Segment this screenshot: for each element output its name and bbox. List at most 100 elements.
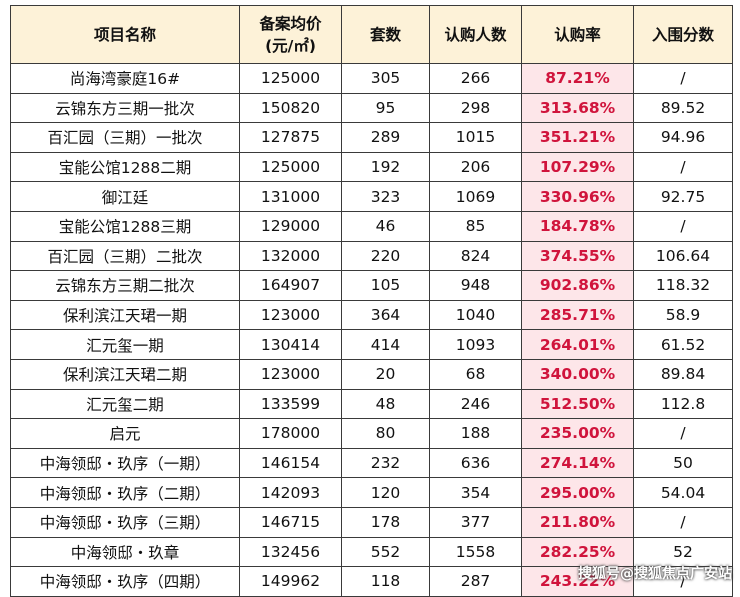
cell-avg-price: 146154	[239, 447, 342, 479]
cell-units: 120	[341, 477, 430, 508]
cell-project-name: 保利滨江天珺一期	[10, 299, 240, 331]
cell-subscribers: 287	[429, 566, 522, 597]
cell-subscription-rate: 512.50%	[521, 388, 634, 420]
cell-avg-price: 164907	[239, 270, 342, 301]
cell-avg-price: 123000	[239, 299, 342, 331]
cell-subscribers: 1558	[429, 536, 522, 568]
cell-cutoff-score: /	[633, 418, 733, 449]
cell-units: 220	[341, 240, 430, 272]
cell-project-name: 启元	[10, 418, 240, 449]
table-row: 宝能公馆1288二期 125000 192 206 107.29% /	[10, 151, 733, 183]
cell-units: 95	[341, 92, 430, 124]
header-project-name: 项目名称	[10, 5, 240, 64]
cell-units: 414	[341, 329, 430, 360]
cell-units: 105	[341, 270, 430, 301]
cell-units: 20	[341, 358, 430, 390]
cell-subscription-rate: 902.86%	[521, 270, 634, 301]
header-subscription-rate: 认购率	[521, 5, 634, 64]
cell-subscription-rate: 184.78%	[521, 210, 634, 242]
cell-units: 552	[341, 536, 430, 568]
cell-subscribers: 377	[429, 506, 522, 538]
cell-project-name: 保利滨江天珺二期	[10, 358, 240, 390]
cell-avg-price: 125000	[239, 63, 342, 94]
cell-cutoff-score: 50	[633, 447, 733, 479]
cell-subscribers: 636	[429, 447, 522, 479]
cell-avg-price: 178000	[239, 418, 342, 449]
cell-subscribers: 85	[429, 210, 522, 242]
cell-units: 46	[341, 210, 430, 242]
cell-cutoff-score: /	[633, 151, 733, 183]
cell-subscription-rate: 264.01%	[521, 329, 634, 360]
header-row: 项目名称 备案均价 (元/㎡) 套数 认购人数 认购率 入围分数	[10, 5, 733, 64]
table-row: 中海领邸・玖序（二期） 142093 120 354 295.00% 54.04	[10, 477, 733, 508]
cell-avg-price: 132000	[239, 240, 342, 272]
table-container: 项目名称 备案均价 (元/㎡) 套数 认购人数 认购率 入围分数 尚海湾豪庭16# 12500…	[10, 5, 733, 597]
table-row: 汇元玺二期 133599 48 246 512.50% 112.8	[10, 388, 733, 420]
cell-project-name: 中海领邸・玖序（三期）	[10, 506, 240, 538]
cell-cutoff-score: 118.32	[633, 270, 733, 301]
cell-project-name: 百汇园（三期）二批次	[10, 240, 240, 272]
cell-subscribers: 1093	[429, 329, 522, 360]
cell-avg-price: 127875	[239, 122, 342, 153]
sales-table: 项目名称 备案均价 (元/㎡) 套数 认购人数 认购率 入围分数 尚海湾豪庭16# 12500…	[10, 5, 733, 597]
cell-subscription-rate: 330.96%	[521, 181, 634, 212]
cell-subscription-rate: 282.25%	[521, 536, 634, 568]
cell-project-name: 云锦东方三期一批次	[10, 92, 240, 124]
cell-cutoff-score: 92.75	[633, 181, 733, 212]
cell-avg-price: 130414	[239, 329, 342, 360]
cell-subscription-rate: 274.14%	[521, 447, 634, 479]
cell-cutoff-score: 112.8	[633, 388, 733, 420]
cell-subscribers: 68	[429, 358, 522, 390]
cell-subscription-rate: 107.29%	[521, 151, 634, 183]
cell-cutoff-score: 89.52	[633, 92, 733, 124]
cell-cutoff-score: 52	[633, 536, 733, 568]
table-body: 尚海湾豪庭16# 125000 305 266 87.21% / 云锦东方三期一批次 1508…	[10, 63, 733, 597]
cell-cutoff-score: 61.52	[633, 329, 733, 360]
cell-avg-price: 150820	[239, 92, 342, 124]
cell-subscription-rate: 295.00%	[521, 477, 634, 508]
cell-units: 192	[341, 151, 430, 183]
table-row: 汇元玺一期 130414 414 1093 264.01% 61.52	[10, 329, 733, 360]
header-avg-price: 备案均价 (元/㎡)	[239, 5, 342, 64]
cell-subscribers: 1040	[429, 299, 522, 331]
cell-subscribers: 824	[429, 240, 522, 272]
cell-avg-price: 132456	[239, 536, 342, 568]
table-row: 尚海湾豪庭16# 125000 305 266 87.21% /	[10, 63, 733, 94]
cell-subscription-rate: 313.68%	[521, 92, 634, 124]
cell-units: 48	[341, 388, 430, 420]
cell-cutoff-score: /	[633, 210, 733, 242]
cell-units: 118	[341, 566, 430, 597]
cell-subscribers: 298	[429, 92, 522, 124]
table-row: 中海领邸・玖序（一期） 146154 232 636 274.14% 50	[10, 447, 733, 479]
cell-subscription-rate: 351.21%	[521, 122, 634, 153]
cell-subscription-rate: 374.55%	[521, 240, 634, 272]
cell-avg-price: 133599	[239, 388, 342, 420]
cell-subscribers: 188	[429, 418, 522, 449]
cell-subscription-rate: 285.71%	[521, 299, 634, 331]
header-units: 套数	[341, 5, 430, 64]
cell-units: 323	[341, 181, 430, 212]
table-row: 御江廷 131000 323 1069 330.96% 92.75	[10, 181, 733, 212]
cell-avg-price: 125000	[239, 151, 342, 183]
cell-project-name: 中海领邸・玖序（四期）	[10, 566, 240, 597]
cell-project-name: 百汇园（三期）一批次	[10, 122, 240, 153]
header-cutoff-score: 入围分数	[633, 5, 733, 64]
cell-project-name: 中海领邸・玖序（二期）	[10, 477, 240, 508]
cell-avg-price: 142093	[239, 477, 342, 508]
cell-subscription-rate: 211.80%	[521, 506, 634, 538]
cell-units: 305	[341, 63, 430, 94]
cell-project-name: 宝能公馆1288二期	[10, 151, 240, 183]
cell-avg-price: 123000	[239, 358, 342, 390]
table-header: 项目名称 备案均价 (元/㎡) 套数 认购人数 认购率 入围分数	[10, 5, 733, 64]
table-row: 保利滨江天珺一期 123000 364 1040 285.71% 58.9	[10, 299, 733, 331]
table-row: 中海领邸・玖章 132456 552 1558 282.25% 52	[10, 536, 733, 568]
watermark: 搜狐号@搜狐焦点广安站	[578, 566, 732, 582]
cell-units: 364	[341, 299, 430, 331]
table-row: 中海领邸・玖序（三期） 146715 178 377 211.80% /	[10, 506, 733, 538]
cell-avg-price: 149962	[239, 566, 342, 597]
cell-project-name: 汇元玺一期	[10, 329, 240, 360]
cell-subscribers: 1015	[429, 122, 522, 153]
cell-cutoff-score: 89.84	[633, 358, 733, 390]
table-row: 云锦东方三期一批次 150820 95 298 313.68% 89.52	[10, 92, 733, 124]
table-row: 云锦东方三期二批次 164907 105 948 902.86% 118.32	[10, 270, 733, 301]
